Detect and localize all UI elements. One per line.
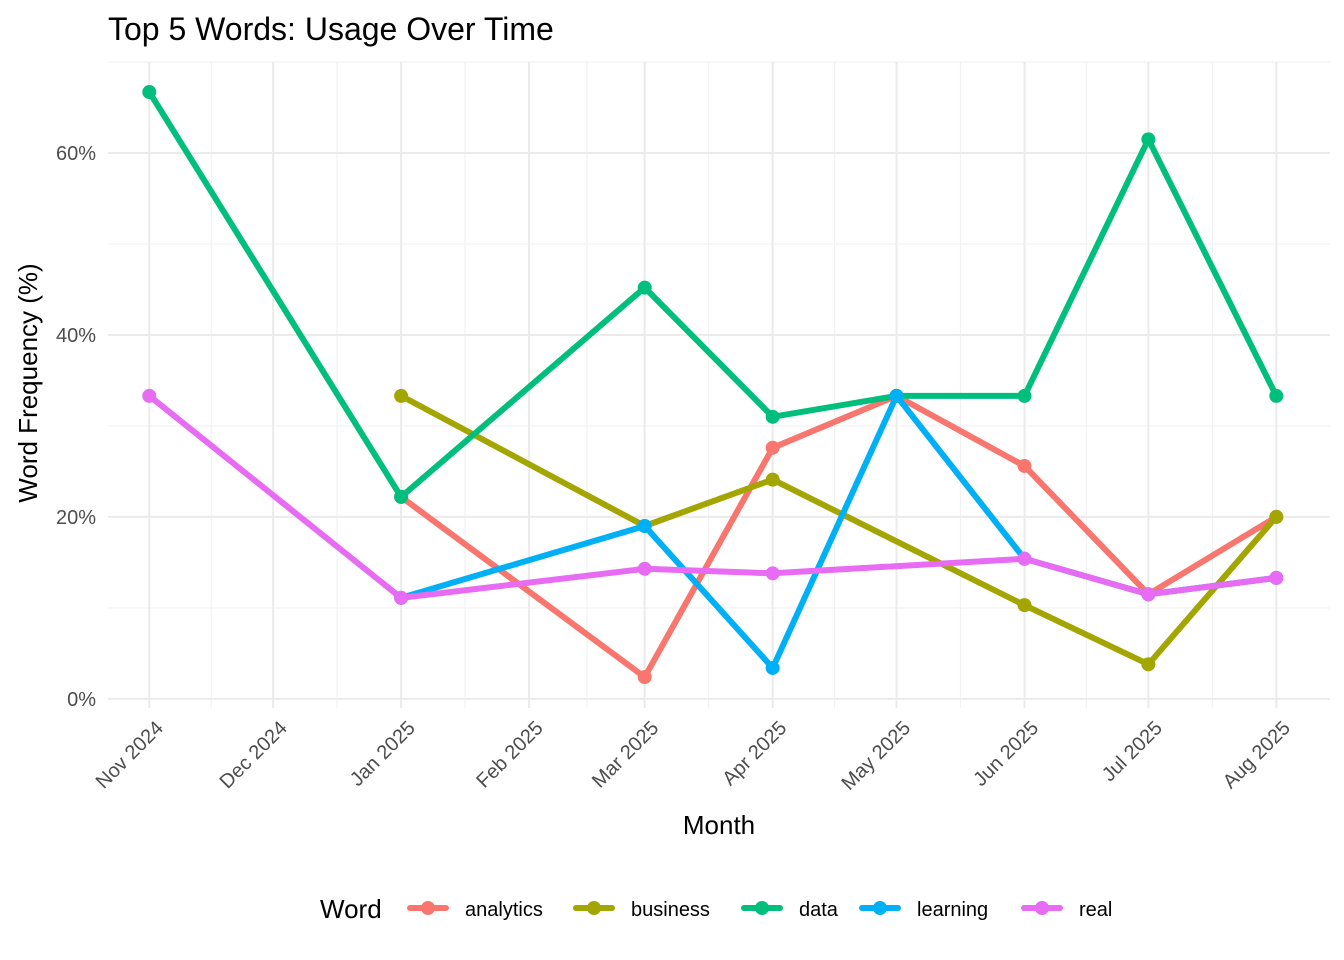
series-line-business [398,392,1280,668]
data-point-real [1017,551,1032,566]
y-tick-label: 60% [56,143,96,165]
x-tick-label: Jan 2025 [346,717,420,791]
x-tick-label: Aug 2025 [1219,717,1295,793]
data-point-real [1269,570,1284,585]
series-layer [142,85,1284,685]
data-point-data [765,409,780,424]
minor-gridlines [108,61,1330,708]
y-tick-label: 20% [56,507,96,529]
legend-label-analytics: analytics [465,899,543,921]
x-axis-ticks: Nov 2024 Dec 2024 Jan 2025 Feb 2025 Mar 2025… [92,717,1295,795]
x-tick-label: Feb 2025 [472,717,547,792]
data-point-data [1017,388,1032,403]
data-point-business [394,388,409,403]
data-point-learning [765,660,780,675]
data-point-analytics [637,670,652,685]
legend-key-point [755,901,769,915]
series-line-learning [398,392,1280,671]
legend-key-point [587,901,601,915]
data-point-data [1141,132,1156,147]
data-point-data [637,280,652,295]
y-axis-ticks: 0% 20% 40% 60% [56,143,96,711]
data-point-data [1269,388,1284,403]
series-line-data [146,89,1280,500]
legend-label-business: business [631,899,710,921]
data-point-real [1141,587,1156,602]
data-point-business [1017,598,1032,613]
data-point-business [765,472,780,487]
x-tick-label: Jul 2025 [1098,717,1167,786]
data-point-analytics [1017,458,1032,473]
legend-key-point [421,901,435,915]
data-point-analytics [765,440,780,455]
data-point-business [1269,509,1284,524]
y-tick-label: 40% [56,325,96,347]
data-point-real [765,566,780,581]
data-point-learning [637,519,652,534]
data-point-real [142,388,157,403]
data-point-data [142,85,157,100]
data-point-real [637,561,652,576]
y-axis-title: Word Frequency (%) [13,263,43,502]
data-point-learning [889,388,904,403]
data-point-real [394,590,409,605]
x-tick-label: Nov 2024 [92,717,168,793]
legend-label-real: real [1079,899,1112,921]
series-line-analytics [398,392,1280,681]
chart-title: Top 5 Words: Usage Over Time [108,11,554,47]
legend-key-point [873,901,887,915]
legend-title: Word [320,894,382,924]
legend: Word analytics business data learning real [320,894,1112,924]
x-axis-title: Month [683,810,755,840]
legend-key-point [1035,901,1049,915]
x-tick-label: Dec 2024 [216,717,292,793]
x-tick-label: Jun 2025 [969,717,1043,791]
x-tick-label: Mar 2025 [588,717,663,792]
legend-label-learning: learning [917,899,988,921]
x-tick-label: Apr 2025 [718,717,791,790]
data-point-data [394,489,409,504]
legend-label-data: data [799,899,839,921]
y-tick-label: 0% [67,689,96,711]
major-gridlines [108,62,1330,708]
data-point-business [1141,657,1156,672]
x-tick-label: May 2025 [837,717,915,795]
